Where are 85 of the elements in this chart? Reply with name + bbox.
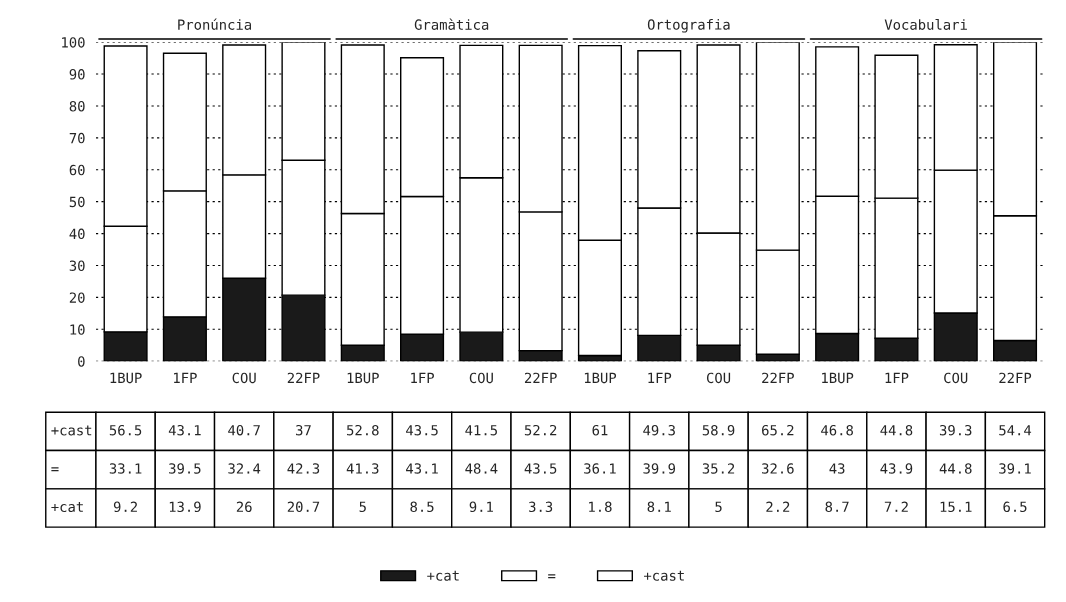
x-tick-label: COU	[706, 372, 731, 384]
data-label: 20.7	[287, 501, 320, 513]
x-tick-label: 22FP	[524, 372, 557, 383]
y-tick-label: 30	[69, 260, 85, 271]
legend-label: +cast	[644, 570, 684, 581]
x-tick-label: 22FP	[999, 372, 1032, 383]
text: +cast	[51, 425, 92, 436]
x-tick-label: 1FP	[411, 372, 434, 383]
data-label: 39.5	[169, 463, 201, 474]
data-label: 49.3	[643, 424, 675, 436]
data-label: 7.2	[884, 501, 908, 512]
text: Gramàtica	[414, 18, 489, 30]
data-label: 15.1	[940, 501, 972, 513]
data-label: 41.3	[346, 463, 379, 474]
text: Pronúncia	[178, 18, 251, 30]
data-label: 48.4	[465, 463, 498, 474]
y-tick-label: 50	[69, 196, 85, 208]
data-label: 43	[829, 463, 845, 474]
x-tick-label: 22FP	[762, 372, 794, 383]
y-tick-label: 0	[78, 356, 85, 367]
data-label: 43.1	[168, 424, 201, 436]
x-tick-label: COU	[944, 372, 968, 384]
data-label: 44.8	[880, 424, 913, 436]
data-label: 43.5	[524, 463, 557, 474]
x-tick-label: 1BUP	[584, 372, 617, 384]
data-label: 52.2	[524, 424, 557, 436]
data-label: 8.1	[647, 501, 671, 513]
data-label: 52.8	[347, 424, 379, 436]
data-label: 1.8	[589, 501, 612, 513]
data-label: 46.8	[821, 424, 853, 436]
data-label: 8.5	[410, 501, 434, 513]
y-tick-label: 40	[69, 228, 85, 240]
data-label: 32.4	[228, 463, 261, 474]
y-tick-label: 80	[69, 100, 85, 112]
legend-label: +cat	[427, 570, 459, 581]
data-label: 35.2	[702, 463, 735, 474]
data-label: 37	[296, 424, 311, 436]
x-tick-label: 1FP	[648, 372, 672, 383]
data-label: 39.1	[999, 463, 1031, 474]
data-label: 9.1	[469, 501, 493, 513]
x-tick-label: COU	[232, 372, 256, 384]
x-tick-label: 1FP	[174, 372, 197, 383]
x-tick-label: 1BUP	[347, 372, 379, 384]
data-label: 41.5	[465, 425, 497, 436]
data-label: 40.7	[228, 424, 260, 436]
data-label: 3.3	[529, 501, 553, 513]
x-tick-label: COU	[469, 372, 493, 384]
y-tick-label: 20	[69, 292, 85, 303]
x-tick-label: 22FP	[287, 372, 320, 383]
y-tick-label: 70	[69, 132, 85, 144]
data-label: 43.1	[406, 463, 438, 474]
y-tick-label: 90	[69, 69, 85, 80]
data-label: 65.2	[762, 424, 794, 436]
data-label: 5	[359, 501, 366, 513]
data-label: 61	[592, 424, 608, 436]
data-label: 2.2	[766, 501, 790, 512]
data-label: 8.7	[825, 501, 849, 513]
y-tick-label: 10	[70, 324, 85, 335]
text: +cat	[51, 502, 83, 513]
data-label: 43.5	[406, 424, 438, 436]
data-label: 6.5	[1003, 501, 1027, 513]
text: =	[51, 467, 59, 472]
data-label: 36.1	[584, 463, 616, 474]
data-label: 43.9	[880, 463, 913, 474]
data-label: 44.8	[939, 463, 972, 474]
data-label: 56.5	[109, 424, 142, 436]
data-label: 32.6	[762, 463, 794, 474]
legend-label: =	[548, 574, 556, 579]
x-tick-label: 1BUP	[110, 372, 142, 384]
data-label: 39.9	[643, 463, 676, 474]
data-label: 5	[715, 501, 722, 513]
text: Vocabulari	[884, 19, 967, 30]
data-label: 9.2	[113, 501, 137, 513]
data-label: 42.3	[287, 463, 320, 474]
y-tick-label: 60	[69, 164, 85, 176]
y-tick-label: 100	[62, 37, 85, 48]
data-label: 54.4	[999, 425, 1032, 436]
data-label: 33.1	[109, 463, 142, 474]
data-label: 26	[236, 501, 252, 513]
data-label: 58.9	[702, 424, 735, 436]
x-tick-label: 1BUP	[822, 372, 854, 384]
x-tick-label: 1FP	[885, 372, 909, 383]
text: Ortografia	[647, 19, 730, 33]
data-label: 39.3	[939, 424, 972, 436]
data-label: 13.9	[169, 501, 201, 513]
